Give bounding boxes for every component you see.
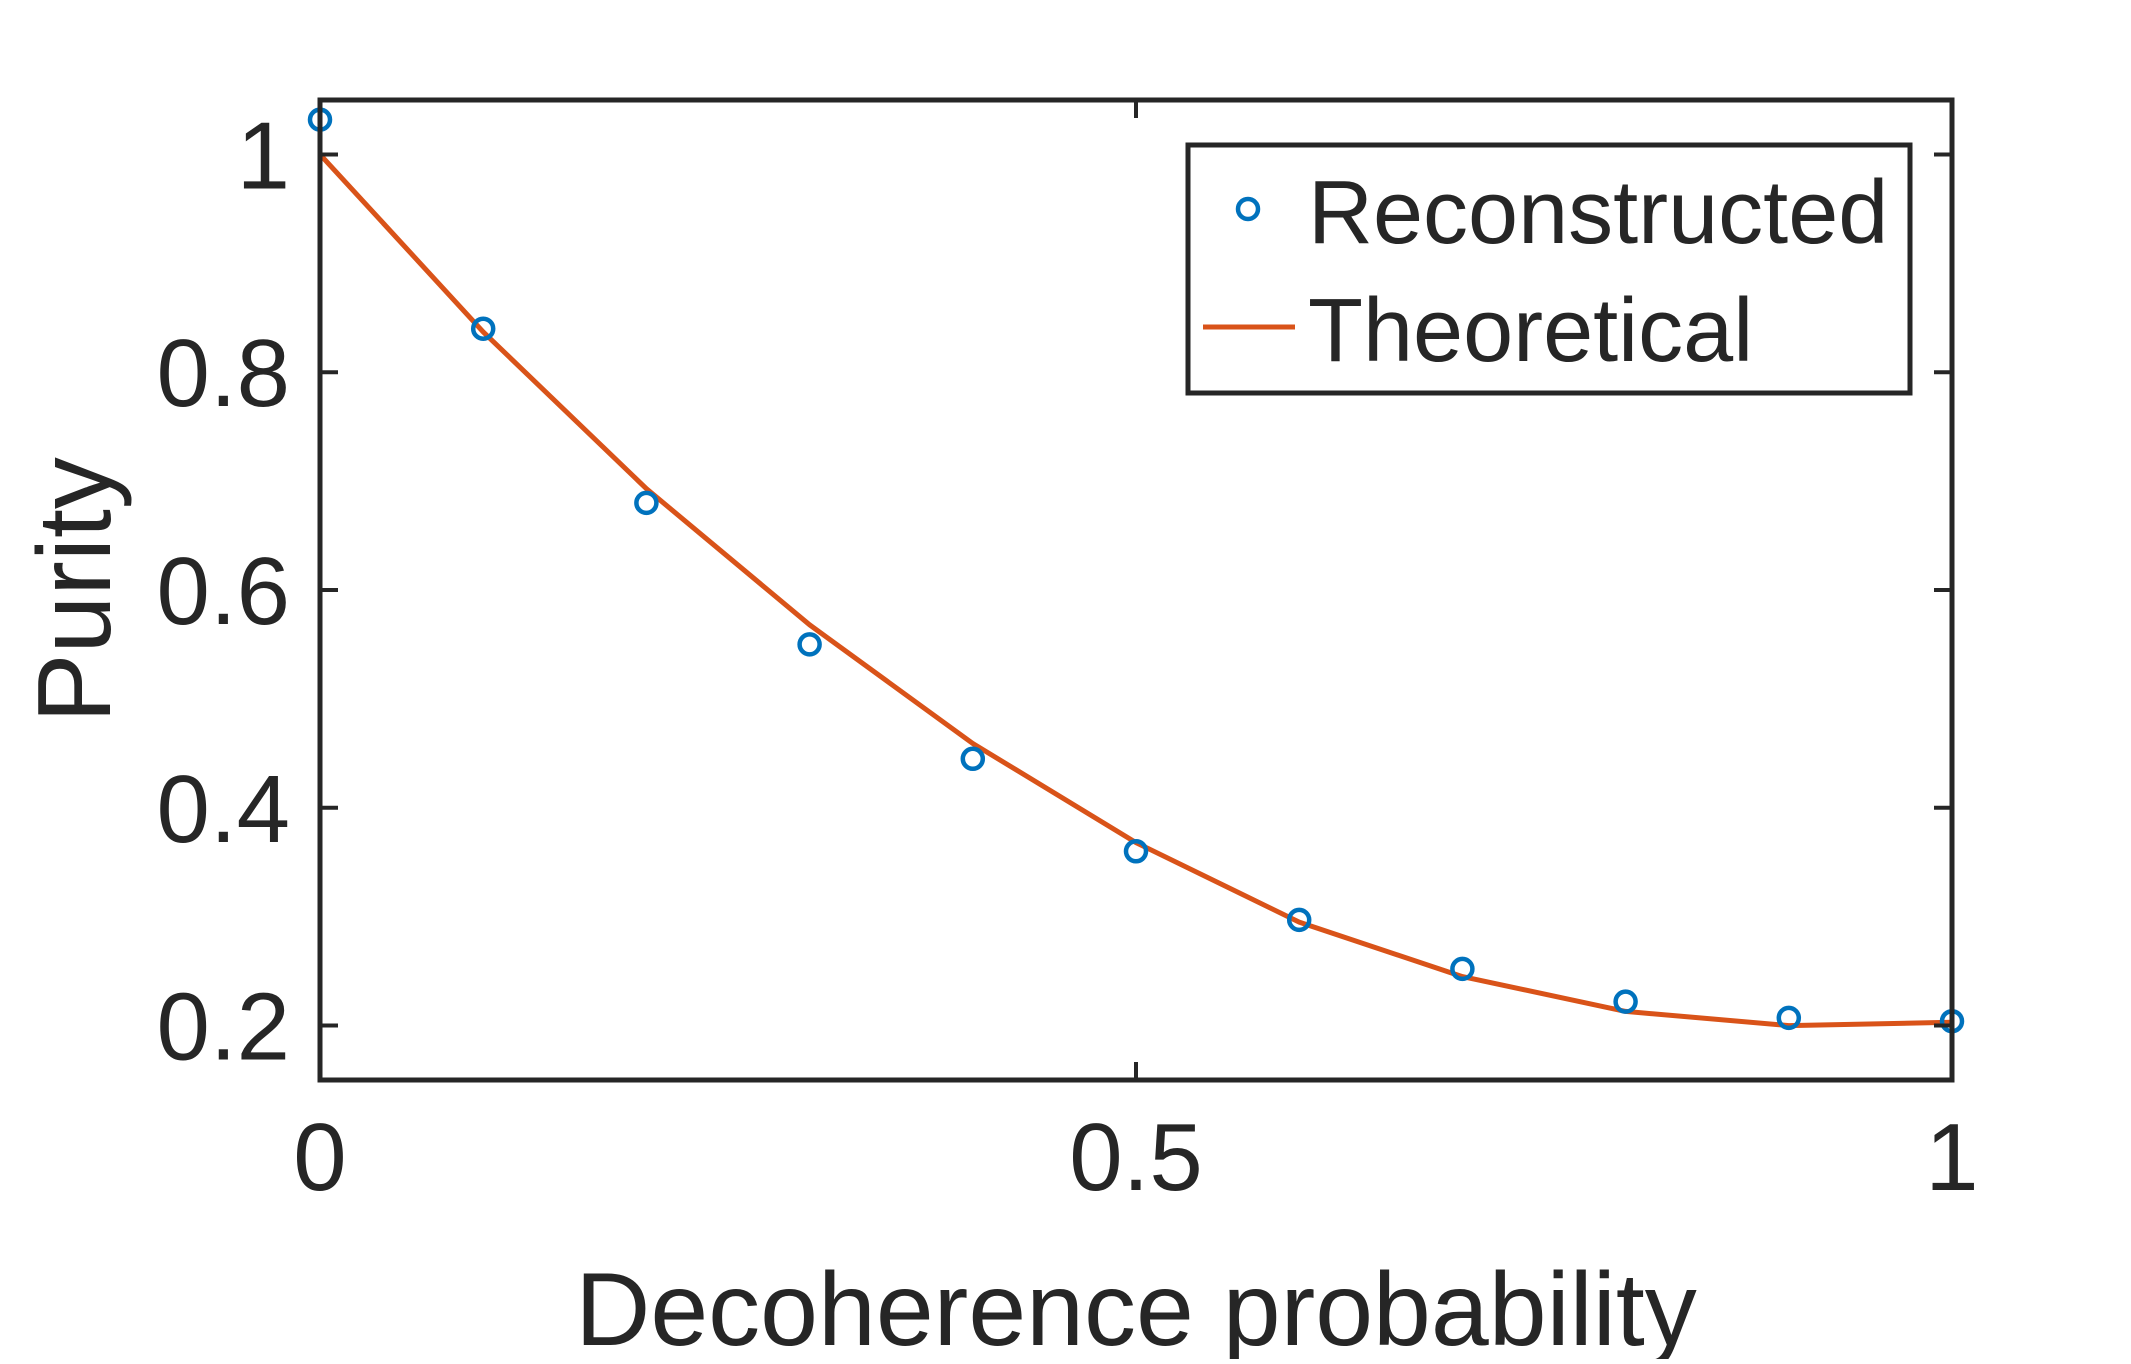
x-tick-label: 1 bbox=[1925, 1104, 1978, 1211]
y-axis-title: Purity bbox=[17, 457, 133, 723]
data-point-reconstructed bbox=[1613, 989, 1638, 1014]
x-axis-title: Decoherence probability bbox=[575, 1252, 1697, 1359]
data-point-reconstructed bbox=[960, 746, 986, 772]
data-point-reconstructed bbox=[1123, 839, 1149, 864]
legend-label: Reconstructed bbox=[1308, 163, 1888, 263]
legend-label: Theoretical bbox=[1308, 281, 1753, 381]
y-tick-label: 0.2 bbox=[157, 974, 290, 1081]
data-point-reconstructed bbox=[1450, 956, 1475, 982]
data-point-reconstructed bbox=[634, 490, 659, 516]
legend-box bbox=[1185, 142, 1913, 396]
data-point-reconstructed bbox=[470, 316, 496, 341]
data-point-reconstructed bbox=[1286, 907, 1312, 933]
y-tick-label: 0.8 bbox=[157, 320, 290, 427]
legend-marker-reconstructed bbox=[1235, 196, 1261, 222]
y-tick-label: 0.6 bbox=[157, 538, 290, 645]
axes-layer: 0 0.5 1 0.2 0.4 0.6 0.8 1 Decoherence probabilit… bbox=[17, 97, 1979, 1364]
data-point-reconstructed bbox=[797, 632, 822, 657]
y-tick-label: 1 bbox=[237, 102, 290, 209]
x-tick-label: 0.5 bbox=[1069, 1104, 1202, 1211]
y-tick-label: 0.4 bbox=[157, 756, 290, 863]
x-tick-label: 0 bbox=[293, 1104, 346, 1211]
data-point-reconstructed bbox=[1776, 1005, 1802, 1031]
legend: Reconstructed Theoretical bbox=[1185, 142, 1913, 396]
